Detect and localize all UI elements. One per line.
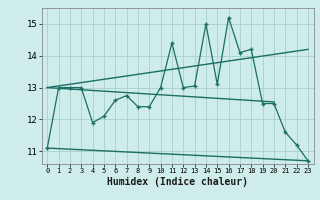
X-axis label: Humidex (Indice chaleur): Humidex (Indice chaleur) [107,177,248,187]
